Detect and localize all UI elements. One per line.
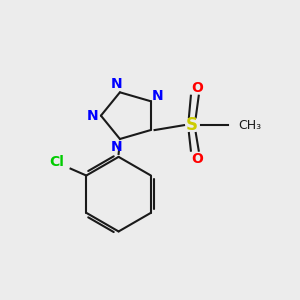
Text: S: S	[186, 116, 198, 134]
Text: N: N	[111, 77, 123, 91]
Text: O: O	[191, 152, 203, 166]
Text: CH₃: CH₃	[238, 119, 261, 132]
Text: N: N	[111, 140, 123, 154]
Text: N: N	[86, 109, 98, 123]
Text: Cl: Cl	[50, 155, 64, 169]
Text: O: O	[191, 81, 203, 95]
Text: N: N	[152, 89, 164, 103]
